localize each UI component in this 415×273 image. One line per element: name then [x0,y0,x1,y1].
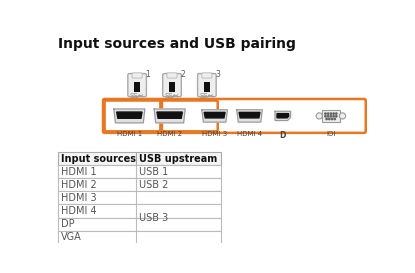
FancyBboxPatch shape [202,73,212,78]
Text: DP: DP [61,219,75,229]
Text: 2: 2 [181,70,185,79]
Bar [204,82,210,92]
Bar [58,191,221,204]
Polygon shape [204,112,225,118]
Polygon shape [154,109,185,123]
Text: HDMI 3: HDMI 3 [61,193,97,203]
Bar [58,231,221,244]
Text: 1: 1 [146,70,150,79]
FancyBboxPatch shape [198,73,216,97]
Polygon shape [239,112,260,118]
Text: SS↢: SS↢ [130,93,144,99]
Text: HDMI 3: HDMI 3 [202,131,227,137]
Text: SS↢: SS↢ [165,93,179,99]
Text: SS↢: SS↢ [200,93,214,99]
Text: IOI: IOI [326,131,336,137]
Circle shape [327,113,329,114]
Bar [322,110,340,122]
Circle shape [339,113,346,119]
Polygon shape [117,112,142,118]
Circle shape [330,113,332,114]
Circle shape [330,115,332,117]
Text: USB 3: USB 3 [139,213,168,222]
Circle shape [336,113,337,114]
Circle shape [325,115,326,117]
Text: VGA: VGA [61,232,82,242]
Polygon shape [277,114,289,118]
Text: HDMI 2: HDMI 2 [157,131,182,137]
Text: USB upstream: USB upstream [139,154,217,164]
Circle shape [333,113,334,114]
Text: HDMI 1: HDMI 1 [117,131,142,137]
Circle shape [316,113,322,119]
Circle shape [331,118,333,120]
Circle shape [326,118,327,120]
Bar [58,218,221,231]
Bar [58,178,221,191]
Circle shape [334,118,335,120]
Text: HDMI 4: HDMI 4 [237,131,262,137]
Polygon shape [114,109,145,123]
Polygon shape [275,111,290,121]
Text: D: D [280,131,286,140]
Text: 3: 3 [215,70,220,79]
Bar [58,152,221,165]
FancyBboxPatch shape [128,73,146,97]
Bar [58,204,221,218]
Polygon shape [157,112,182,118]
Text: Input sources: Input sources [61,154,136,164]
Text: USB 1: USB 1 [139,167,168,177]
Circle shape [325,113,326,114]
Circle shape [333,115,334,117]
Polygon shape [237,110,262,122]
Circle shape [336,115,337,117]
Circle shape [329,118,330,120]
Text: Input sources and USB pairing: Input sources and USB pairing [58,37,296,51]
Text: HDMI 4: HDMI 4 [61,206,97,216]
FancyBboxPatch shape [163,73,181,97]
FancyBboxPatch shape [167,73,177,78]
Polygon shape [202,110,227,122]
Bar [134,82,140,92]
Circle shape [327,115,329,117]
Text: USB 2: USB 2 [139,180,168,190]
Bar [169,82,175,92]
FancyBboxPatch shape [132,73,142,78]
Bar [58,165,221,178]
Text: HDMI 1: HDMI 1 [61,167,97,177]
Text: HDMI 2: HDMI 2 [61,180,97,190]
